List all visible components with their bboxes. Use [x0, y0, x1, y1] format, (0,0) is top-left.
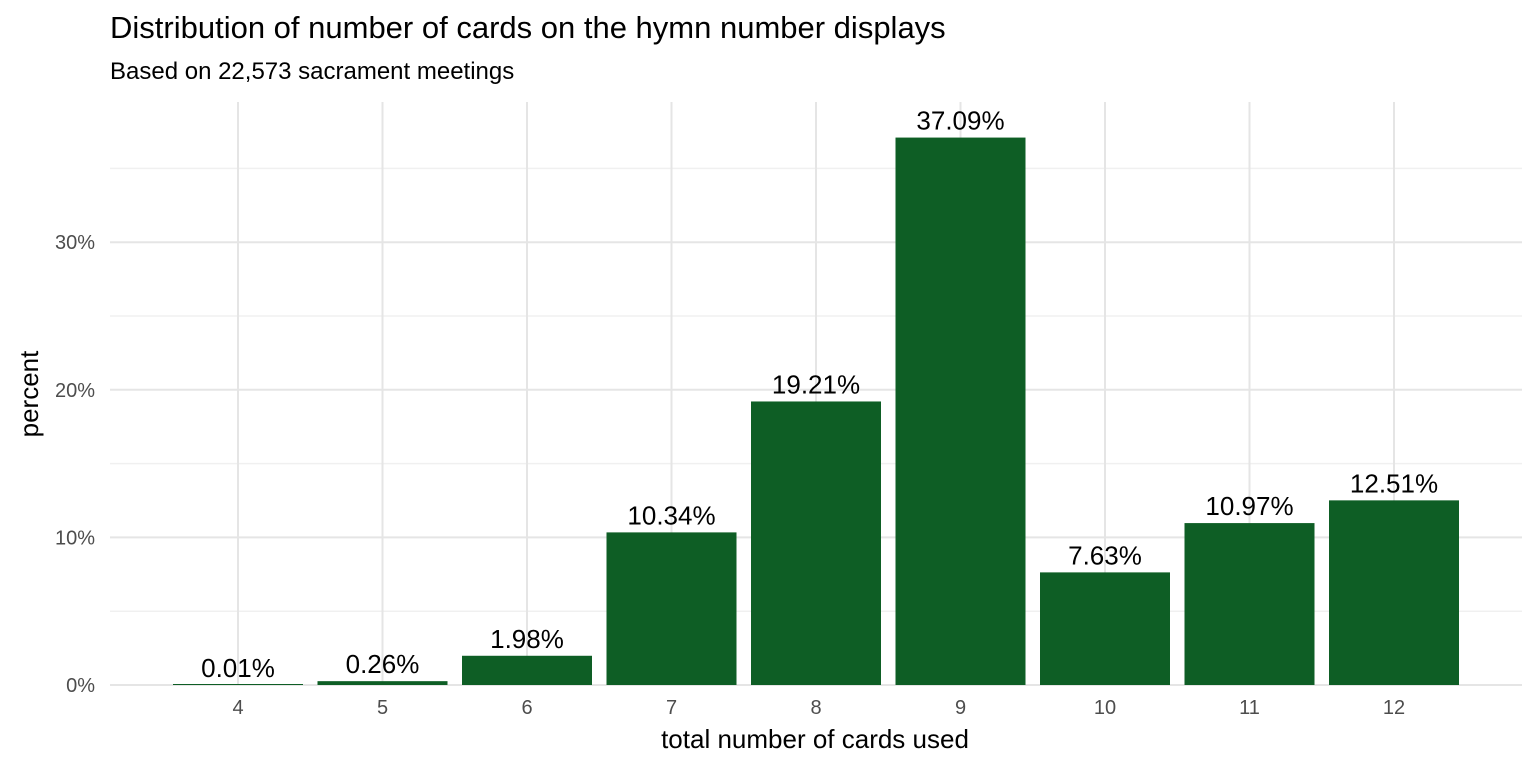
bar-value-labels: 0.01% 0.26% 1.98% 10.34% 19.21% 37.09% 7.63% 10… [201, 106, 1438, 683]
bar-label-9: 37.09% [916, 106, 1004, 136]
bar-6 [462, 655, 592, 685]
bar-5 [317, 681, 448, 685]
x-tick-label: 4 [232, 697, 243, 719]
bars [173, 137, 1459, 685]
x-tick-label: 12 [1383, 697, 1405, 719]
bar-label-10: 7.63% [1068, 540, 1142, 570]
bar-4 [173, 684, 303, 685]
bar-label-8: 19.21% [772, 369, 860, 399]
x-tick-label: 7 [666, 697, 677, 719]
chart-title: Distribution of number of cards on the h… [110, 10, 946, 45]
bar-8 [751, 401, 881, 685]
y-tick-label: 0% [66, 675, 95, 697]
bar-label-7: 10.34% [627, 500, 715, 530]
bar-label-11: 10.97% [1205, 491, 1293, 521]
x-tick-label: 9 [955, 697, 966, 719]
y-tick-label: 30% [55, 232, 95, 254]
x-tick-label: 5 [377, 697, 388, 719]
bar-10 [1040, 572, 1170, 685]
y-axis-title: percent [14, 350, 44, 437]
x-axis-ticks: 4 5 6 7 8 9 10 11 12 [232, 697, 1405, 719]
bar-label-12: 12.51% [1350, 468, 1438, 498]
bar-label-4: 0.01% [201, 653, 275, 683]
bar-label-5: 0.26% [346, 649, 420, 679]
x-tick-label: 8 [810, 697, 821, 719]
x-tick-label: 11 [1239, 697, 1260, 719]
y-tick-label: 10% [55, 527, 95, 549]
bar-label-6: 1.98% [490, 624, 564, 654]
chart-subtitle: Based on 22,573 sacrament meetings [110, 58, 515, 85]
x-tick-label: 10 [1094, 697, 1116, 719]
x-axis-title: total number of cards used [661, 724, 969, 754]
bar-11 [1184, 523, 1315, 685]
y-axis-ticks: 0% 10% 20% 30% [55, 232, 95, 697]
bar-9 [895, 137, 1026, 685]
bar-7 [606, 532, 737, 685]
y-tick-label: 20% [55, 380, 95, 402]
x-tick-label: 6 [521, 697, 532, 719]
bar-12 [1329, 500, 1459, 685]
